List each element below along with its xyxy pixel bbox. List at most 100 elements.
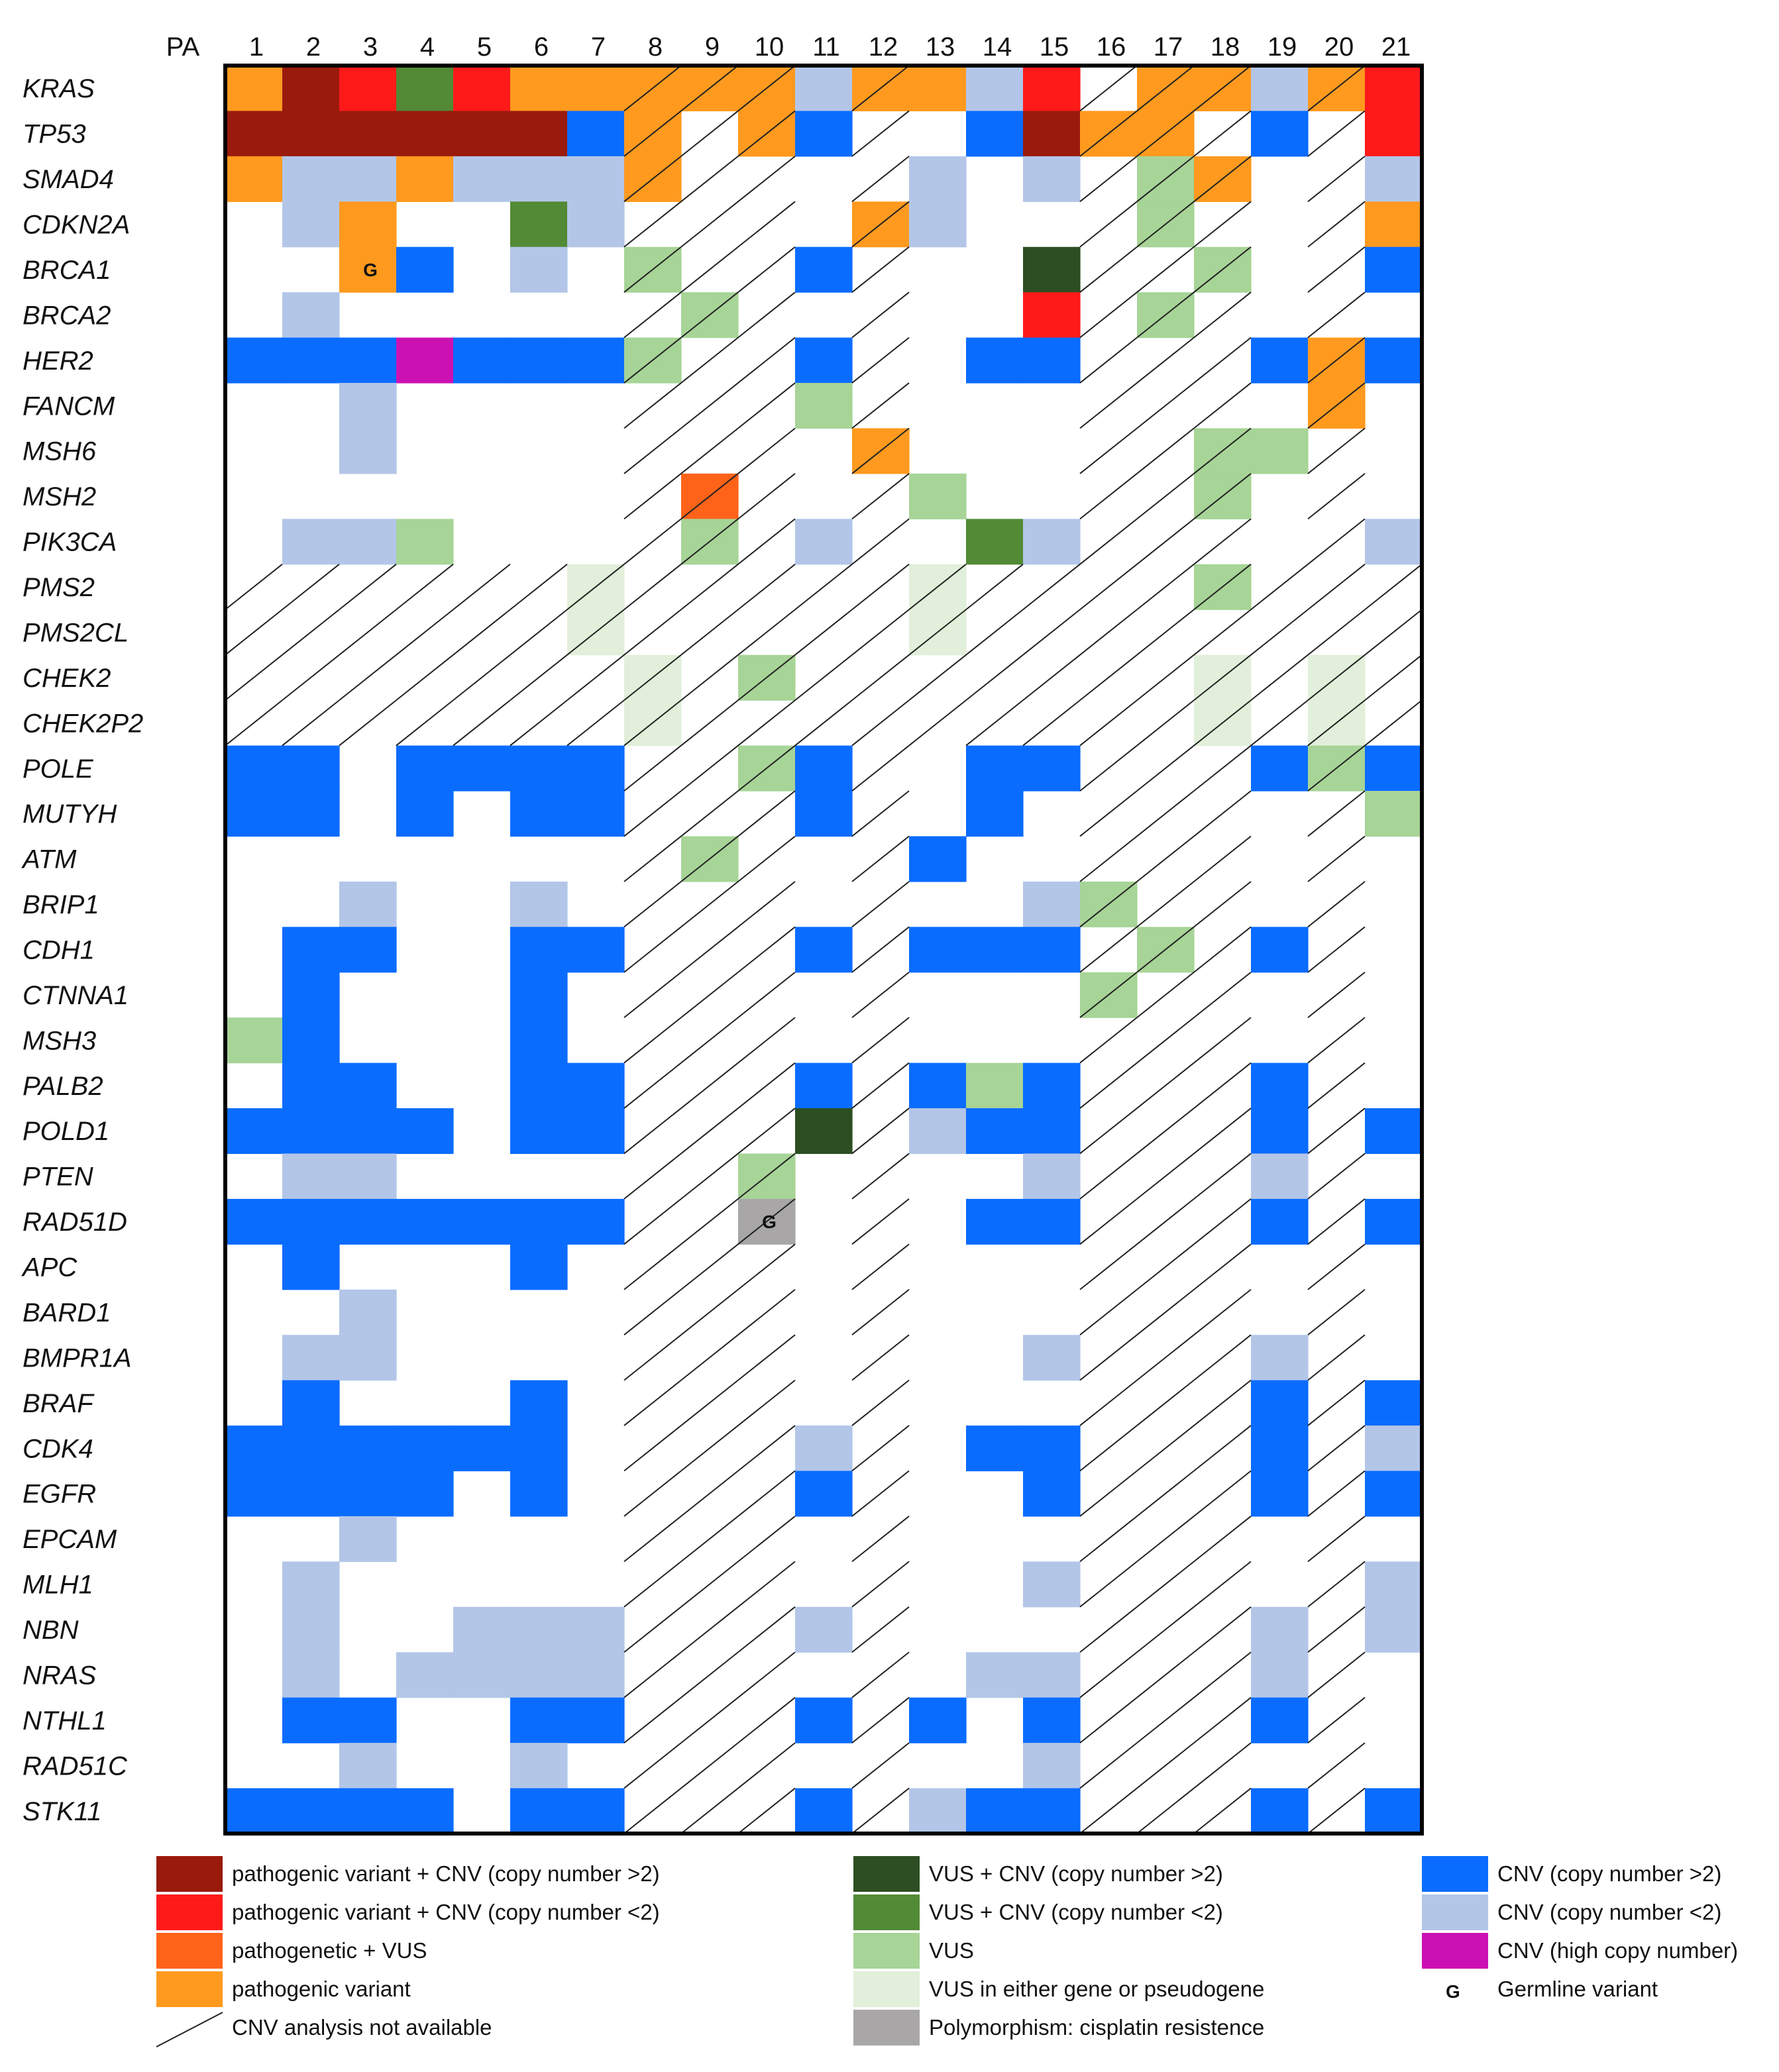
row-label: CTNNA1 <box>23 981 129 1010</box>
heatmap-cell <box>339 1289 397 1335</box>
cnv-hatch-line <box>851 926 910 973</box>
heatmap-cell <box>510 745 568 792</box>
heatmap-cell <box>282 745 340 792</box>
heatmap-cell <box>1023 292 1081 338</box>
heatmap-cell <box>1023 1153 1081 1200</box>
cnv-hatch-line <box>1022 609 1081 656</box>
cnv-hatch-line <box>1307 835 1366 882</box>
cnv-hatch-line <box>680 1516 739 1563</box>
cnv-hatch-line <box>680 66 739 112</box>
heatmap-cell <box>1365 1788 1423 1834</box>
heatmap-cell <box>510 1198 568 1245</box>
heatmap-cell <box>1251 1697 1309 1743</box>
cnv-hatch-line <box>680 1651 739 1698</box>
cnv-hatch-line <box>851 110 910 157</box>
cnv-hatch-line <box>453 609 511 656</box>
cnv-hatch-line <box>623 1516 682 1563</box>
cnv-hatch-line <box>1136 1062 1195 1109</box>
heatmap-cell <box>1023 111 1081 157</box>
column-label: 17 <box>1154 32 1183 62</box>
heatmap-cell <box>225 111 283 157</box>
heatmap-cell <box>282 1652 340 1698</box>
cnv-hatch-line <box>1079 1198 1138 1245</box>
cnv-hatch-line <box>453 564 511 611</box>
heatmap-cell <box>1365 1606 1423 1653</box>
legend-label: VUS + CNV (copy number <2) <box>929 1900 1223 1924</box>
heatmap-cell <box>1023 1335 1081 1381</box>
cnv-hatch-line <box>680 1108 739 1155</box>
cnv-hatch-line <box>1079 337 1138 384</box>
cnv-hatch-line <box>1307 473 1366 520</box>
heatmap-cell <box>225 66 283 112</box>
cnv-hatch-line <box>737 1062 796 1109</box>
cnv-hatch-line <box>1193 1153 1252 1200</box>
cnv-hatch-line <box>737 1288 796 1335</box>
cnv-hatch-line <box>1193 1516 1252 1563</box>
cnv-hatch-line <box>1193 427 1252 474</box>
cnv-hatch-line <box>680 699 739 747</box>
legend-label: pathogenetic + VUS <box>232 1938 427 1963</box>
cnv-hatch-line <box>851 156 910 203</box>
heatmap-cell <box>966 1788 1024 1834</box>
cnv-hatch-line <box>225 564 283 611</box>
heatmap-cell <box>225 1198 283 1245</box>
heatmap-cell <box>1365 1561 1423 1608</box>
cnv-hatch-line <box>851 1198 910 1245</box>
heatmap-cell <box>339 246 397 293</box>
cnv-hatch-line <box>680 1425 739 1472</box>
heatmap-cell <box>453 111 511 157</box>
heatmap-cell <box>453 66 511 112</box>
heatmap-cell <box>282 66 340 112</box>
cnv-hatch-line <box>1307 1696 1366 1743</box>
heatmap-cell <box>339 1516 397 1562</box>
heatmap-cell <box>909 927 967 973</box>
cnv-hatch-line <box>851 835 910 882</box>
heatmap-cell <box>1251 428 1309 474</box>
legend-swatch <box>1422 1933 1488 1969</box>
heatmap-cell <box>567 927 625 973</box>
heatmap-cell <box>1251 1198 1309 1245</box>
heatmap-cell <box>339 66 397 112</box>
cnv-hatch-line <box>680 881 739 928</box>
cnv-hatch-line <box>680 110 739 157</box>
cnv-hatch-line <box>1136 1379 1195 1426</box>
heatmap-cell <box>339 881 397 927</box>
heatmap-cell <box>282 927 340 973</box>
cnv-hatch-line <box>851 1243 910 1290</box>
cnv-hatch-line <box>851 246 910 293</box>
cnv-hatch-line <box>1307 1334 1366 1381</box>
heatmap-cell <box>510 1380 568 1426</box>
column-label: 7 <box>591 32 606 62</box>
heatmap-cell <box>396 1198 454 1245</box>
cnv-hatch-line <box>737 1243 796 1290</box>
heatmap-cell <box>225 337 283 384</box>
cnv-hatch-line <box>1136 1017 1195 1064</box>
heatmap-cell <box>1023 1471 1081 1517</box>
column-label: 13 <box>926 32 955 62</box>
cnv-hatch-line <box>623 156 682 203</box>
heatmap-cell <box>225 1471 283 1517</box>
cnv-hatch-line <box>623 745 682 792</box>
heatmap-cell <box>1365 111 1423 157</box>
heatmap-cell <box>1251 1153 1309 1200</box>
cnv-hatch-line <box>737 201 796 248</box>
cnv-hatch-line <box>1136 66 1195 112</box>
cnv-hatch-line <box>623 473 682 520</box>
heatmap-cell <box>282 1425 340 1472</box>
cnv-hatch-line <box>1079 1108 1138 1155</box>
heatmap-cell <box>795 745 853 792</box>
heatmap-cell <box>567 1788 625 1834</box>
heatmap-cell <box>795 1697 853 1743</box>
cnv-hatch-line <box>737 1470 796 1517</box>
cnv-hatch-line <box>282 609 340 656</box>
heatmap-cell <box>567 1198 625 1245</box>
heatmap-cell <box>510 1652 568 1698</box>
heatmap-cell <box>339 1471 397 1517</box>
cnv-hatch-line <box>737 156 796 203</box>
cnv-hatch-line <box>1136 1742 1195 1789</box>
heatmap-cell <box>396 790 454 837</box>
cnv-hatch-line <box>965 564 1024 611</box>
cnv-hatch-line <box>1307 1516 1366 1563</box>
cnv-hatch-line <box>965 609 1024 656</box>
cnv-hatch-line <box>851 337 910 384</box>
